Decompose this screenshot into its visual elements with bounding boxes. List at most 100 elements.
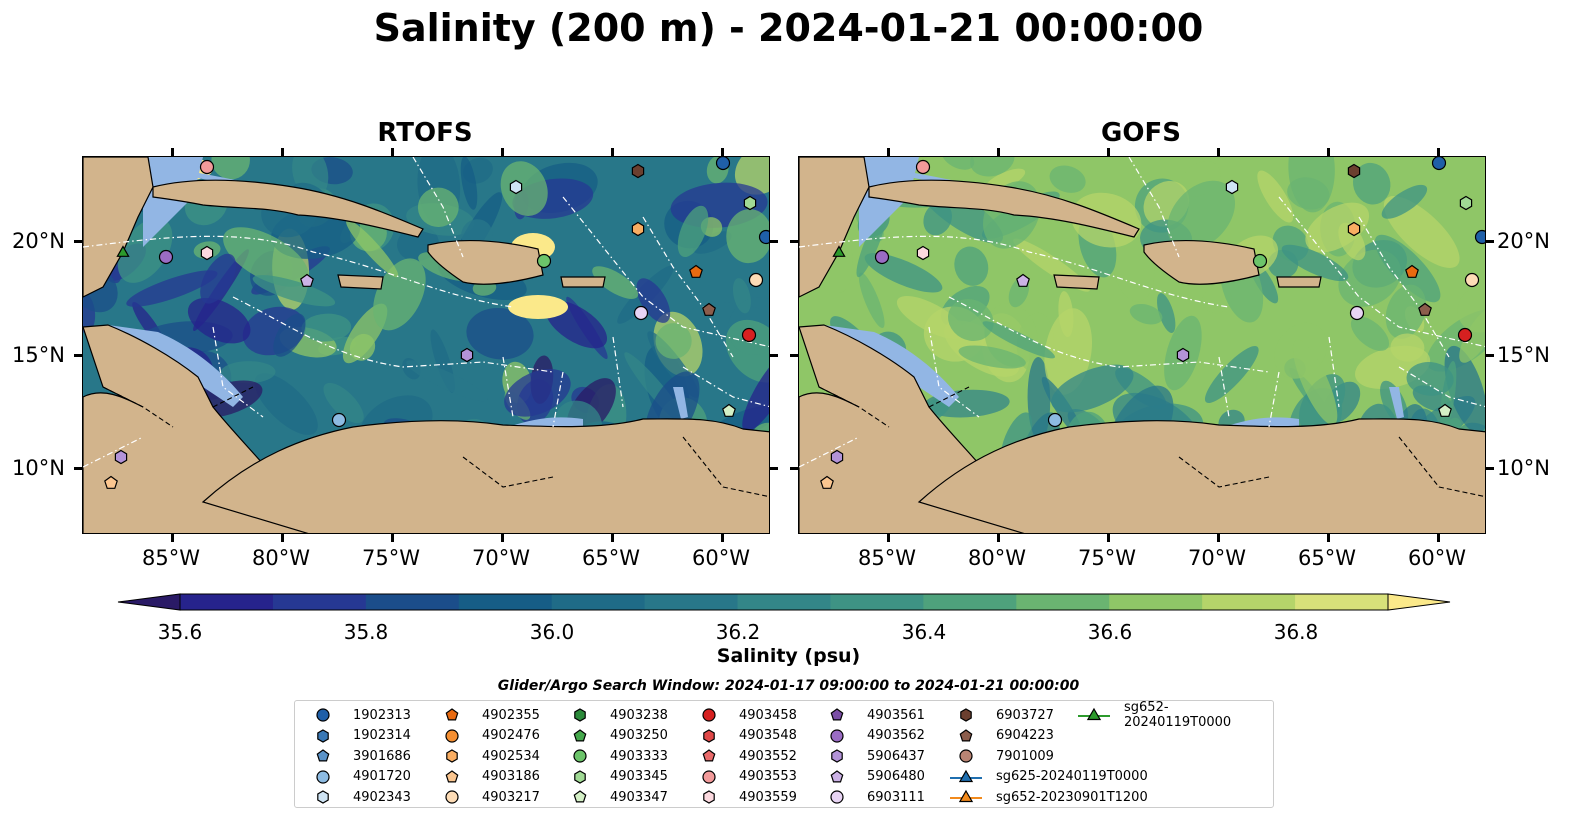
axis-tick <box>997 148 1000 156</box>
legend-marker-shape <box>1086 707 1102 721</box>
salinity-patch <box>1381 184 1428 219</box>
eez-boundary <box>1268 371 1280 428</box>
land-mass <box>1053 274 1100 290</box>
salinity-patch <box>1049 165 1086 193</box>
eez-boundary <box>1278 196 1485 348</box>
salinity-patch <box>958 345 1026 369</box>
lon-label-65w: 65°W <box>582 546 640 570</box>
eez-boundary <box>1128 157 1180 258</box>
legend-item: 4901720 <box>305 767 411 787</box>
axis-tick <box>1486 467 1494 470</box>
platform-marker <box>1252 253 1268 269</box>
axis-tick <box>887 534 890 542</box>
axis-tick <box>1217 148 1220 156</box>
salinity-patch <box>858 272 885 329</box>
eez-boundary <box>799 436 860 468</box>
salinity-patch <box>323 382 364 424</box>
eez-boundary <box>682 366 769 408</box>
legend-label: 4902534 <box>482 748 540 764</box>
eez-boundary <box>83 235 514 308</box>
legend-label: 4902355 <box>482 707 540 723</box>
platform-marker <box>104 475 118 489</box>
axis-tick <box>74 354 82 357</box>
platform-marker <box>715 157 731 171</box>
legend-marker-icon <box>446 749 458 763</box>
salinity-patch <box>211 157 250 180</box>
legend-marker-icon <box>317 728 329 743</box>
platform-marker <box>509 179 523 195</box>
salinity-patch <box>592 266 639 299</box>
axis-tick <box>721 148 724 156</box>
legend-marker-icon <box>573 790 587 803</box>
legend-marker-icon <box>831 749 843 763</box>
axis-tick <box>721 534 724 542</box>
colorbar-tick-35-8: 35.8 <box>343 620 389 644</box>
salinity-patch <box>677 205 709 258</box>
land-mass <box>152 179 424 238</box>
axis-tick <box>1107 534 1110 542</box>
axis-tick <box>1437 534 1440 542</box>
salinity-patch <box>1292 339 1338 426</box>
legend-marker-icon <box>960 708 972 722</box>
legend-item: 3901686 <box>305 746 411 766</box>
axis-tick <box>997 534 1000 542</box>
country-border <box>462 456 554 488</box>
lon-label-80w-right: 80°W <box>968 546 1026 570</box>
legend-marker-shape <box>316 749 330 762</box>
legend-marker-icon <box>445 708 459 721</box>
eez-boundary <box>948 296 1270 373</box>
legend-label: 4903186 <box>482 769 540 784</box>
legend-marker-icon <box>703 728 715 743</box>
platform-marker <box>758 229 769 245</box>
land-mass <box>337 274 384 290</box>
lon-label-75w: 75°W <box>362 546 420 570</box>
map-panel-rtofs[interactable] <box>82 156 770 534</box>
legend-marker-icon <box>316 749 330 762</box>
legend-marker-shape <box>959 728 973 741</box>
map-panel-gofs[interactable] <box>798 156 1486 534</box>
legend-item: 5906437 <box>819 746 925 766</box>
land-mass <box>1143 240 1260 285</box>
legend-label: 4903553 <box>739 769 797 784</box>
land-mass <box>868 179 1140 238</box>
legend-marker-icon <box>702 769 716 784</box>
salinity-patch <box>187 297 251 344</box>
land-mass <box>560 276 606 288</box>
salinity-patch <box>252 275 336 307</box>
salinity-patch <box>1390 333 1425 362</box>
lat-label-20n-right: 20°N <box>1497 229 1550 253</box>
axis-tick <box>74 240 82 243</box>
colorbar-extend-high <box>1387 593 1451 611</box>
legend-marker-shape <box>958 769 974 782</box>
axis-tick <box>770 240 778 243</box>
legend-item: 4902534 <box>434 746 540 766</box>
high-salinity-patch <box>508 295 568 319</box>
colorbar-tick-36-2: 36.2 <box>715 620 761 644</box>
legend-label: 4903217 <box>482 789 540 805</box>
salinity-patch <box>117 217 173 283</box>
colorbar-segment <box>458 594 553 610</box>
salinity-patch <box>734 157 769 195</box>
salinity-patch <box>896 296 965 339</box>
colorbar-segment <box>923 594 1017 610</box>
axis-tick <box>74 467 82 470</box>
legend-label: 4901720 <box>353 769 411 784</box>
country-border <box>102 386 174 428</box>
salinity-patch <box>417 187 459 228</box>
colorbar-tick-36-4: 36.4 <box>901 620 947 644</box>
country-border <box>1398 436 1485 498</box>
legend-marker-shape <box>573 749 587 763</box>
salinity-patch <box>726 209 769 264</box>
eez-boundary <box>1398 366 1485 408</box>
platform-marker <box>631 221 645 237</box>
legend-item: 4903250 <box>562 726 668 746</box>
salinity-patch <box>655 323 692 359</box>
legend-label: 4903561 <box>867 707 925 723</box>
legend-item: 6903727 <box>948 705 1054 725</box>
salinity-patch <box>460 157 478 210</box>
legend-label: 4903548 <box>739 728 797 743</box>
platform-legend: 1902313 1902314 3901686 4901720 4902343 49023… <box>294 700 1274 808</box>
colorbar-segment <box>737 594 832 610</box>
land-mass <box>917 418 1485 533</box>
legend-marker-shape <box>574 769 586 784</box>
